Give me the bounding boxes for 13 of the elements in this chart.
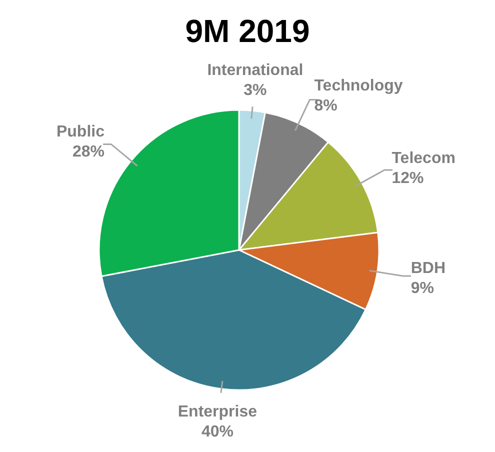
data-label: 9% [410,280,434,297]
slice-label: Telecom [392,150,456,168]
data-label: 12% [392,170,424,188]
slice-label: Public [56,123,105,140]
data-label: 28% [72,143,104,160]
data-label: 3% [244,82,267,99]
data-label: 40% [201,424,234,441]
slice-label: Technology [314,77,403,94]
data-label: 8% [314,97,338,114]
chart-title: 9M 2019 [185,13,310,49]
slice-label: Enterprise [178,404,258,421]
slice-label: BDH [410,260,446,277]
slice-label: International [207,62,304,79]
